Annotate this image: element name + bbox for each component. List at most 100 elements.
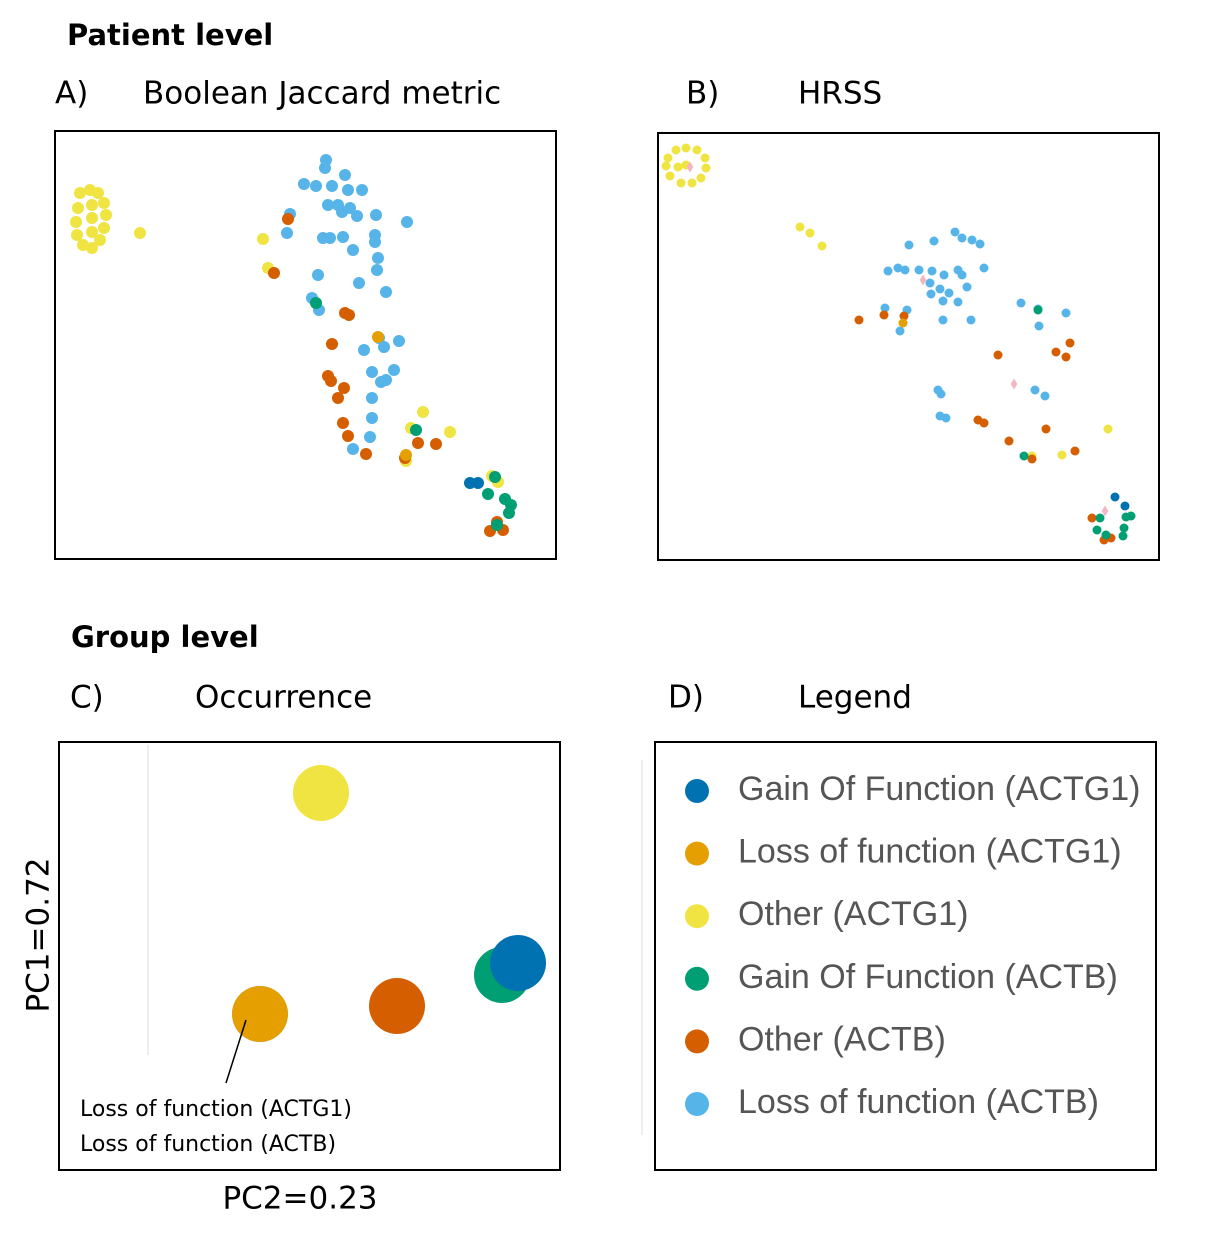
point [957,270,967,280]
point [1087,513,1097,523]
point [310,297,322,309]
point [939,270,949,280]
point [370,209,382,221]
point [347,244,359,256]
point [342,184,354,196]
legend-label: Gain Of Function (ACTB) [738,958,1118,996]
panel-label: D) [668,680,704,716]
legend-label: Other (ACTB) [738,1020,946,1058]
legend-label: Loss of function (ACTG1) [738,833,1122,871]
point [1016,298,1026,308]
legend-label: Other (ACTG1) [738,895,968,933]
point [975,239,985,249]
point [1118,531,1128,541]
point [895,326,905,336]
legend-swatch [685,1029,709,1054]
panel-frame [654,741,1157,1171]
point [325,375,337,387]
point [71,229,83,241]
point [490,935,546,991]
point [1027,454,1037,464]
point [489,471,501,483]
point [366,366,378,378]
point [444,426,456,438]
point [298,178,310,190]
plots [70,143,1136,1042]
point [410,424,422,436]
point [1061,352,1071,362]
point [282,213,294,225]
point [322,199,334,211]
point [356,184,368,196]
point [1033,305,1043,315]
point [360,448,372,460]
point [366,392,378,404]
point [74,187,86,199]
point [375,376,387,388]
legend-label: Gain Of Function (ACTG1) [738,770,1140,808]
point [134,227,146,239]
point [86,199,98,211]
point [962,282,972,292]
point [696,173,706,183]
point [676,178,686,188]
point [957,233,967,243]
point [692,145,702,155]
point [1065,338,1075,348]
point [1040,391,1050,401]
panel-label: C) [70,680,104,716]
point [353,277,365,289]
panel-label: A) [55,76,88,112]
point [372,331,384,343]
point [993,350,1003,360]
point [805,228,815,238]
point [665,171,675,181]
point [98,222,110,234]
point [1126,511,1136,521]
point [1103,424,1113,434]
point [293,765,349,821]
point [366,412,378,424]
point [326,338,338,350]
point [1101,530,1111,540]
point [883,266,893,276]
point [926,289,936,299]
point [364,431,376,443]
point [70,216,82,228]
legend-swatch [685,841,709,866]
point [338,382,350,394]
annotation-line [225,1019,247,1084]
point [472,477,484,489]
point [904,240,914,250]
panel-title: HRSS [798,76,882,112]
point [1034,321,1044,331]
legend-swatch [685,779,709,803]
panel-title: Boolean Jaccard metric [143,76,501,112]
point [337,231,349,243]
point [966,315,976,325]
point [326,180,338,192]
point [701,163,711,173]
point [663,153,673,163]
panel-frame [657,132,1160,561]
point [77,239,89,251]
point [369,978,425,1034]
point [854,315,864,325]
point [86,226,98,238]
point [100,209,112,221]
point [1010,378,1018,390]
point [935,284,945,294]
legend-swatch [685,966,709,991]
point [938,296,948,306]
point [505,499,517,511]
point [257,233,269,245]
legend-swatch [685,1092,709,1116]
x-axis-label: PC2=0.23 [222,1181,377,1217]
point [342,430,354,442]
point [953,297,963,307]
point [1057,450,1067,460]
point [281,227,293,239]
point [417,406,429,418]
point [336,206,348,218]
